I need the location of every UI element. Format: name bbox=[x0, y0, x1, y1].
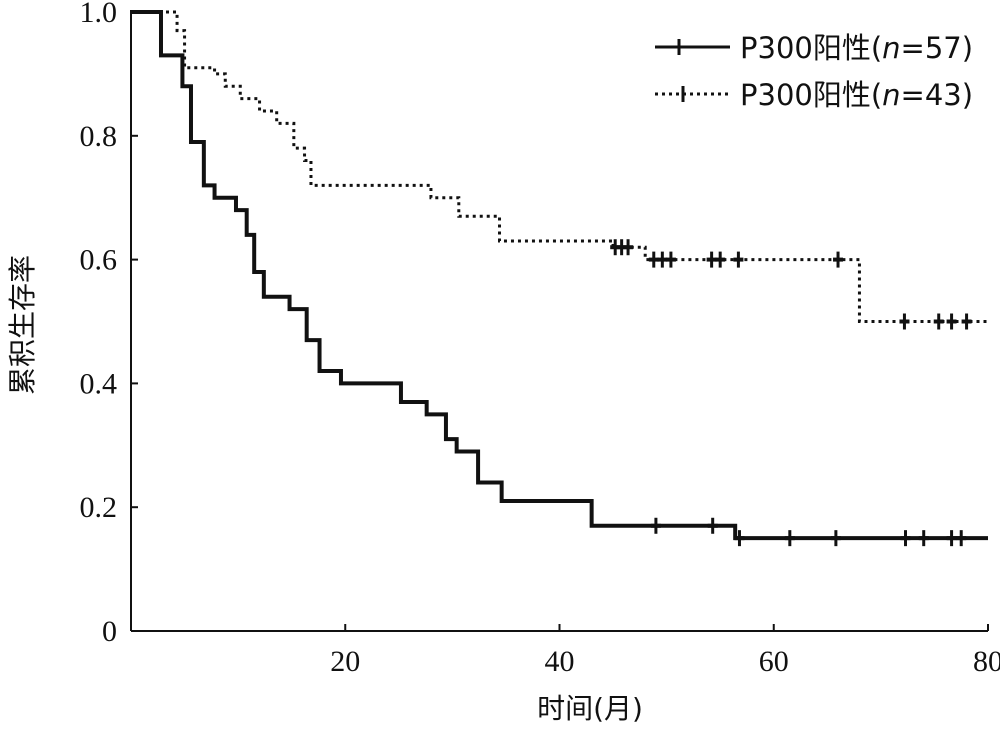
legend-label-2: P300阳性(n=43) bbox=[740, 78, 973, 112]
legend-item-1: P300阳性(n=57) bbox=[655, 31, 973, 65]
legend-label-2-italic: n bbox=[882, 78, 900, 112]
y-ticks: 0 0.2 0.4 0.6 0.8 1.0 bbox=[80, 0, 138, 648]
series-line-dotted bbox=[131, 10, 988, 323]
y-tick-label: 0.8 bbox=[80, 120, 118, 153]
y-tick-label: 0 bbox=[102, 615, 117, 648]
x-tick-label: 20 bbox=[330, 645, 360, 678]
series-line-solid bbox=[131, 10, 988, 541]
legend-label-2-prefix: P300阳性( bbox=[740, 78, 882, 112]
y-tick-label: 0.6 bbox=[80, 244, 118, 277]
legend-label-1: P300阳性(n=57) bbox=[740, 31, 973, 65]
y-tick-label: 0.4 bbox=[80, 367, 118, 400]
x-tick-label: 60 bbox=[759, 645, 789, 678]
x-ticks: 20 40 60 80 bbox=[330, 624, 1000, 678]
legend-label-1-prefix: P300阳性( bbox=[740, 31, 882, 65]
legend-label-1-suffix: =57) bbox=[901, 31, 974, 65]
x-tick-label: 40 bbox=[545, 645, 575, 678]
series-layer bbox=[131, 10, 988, 547]
legend-item-2: P300阳性(n=43) bbox=[655, 78, 973, 112]
y-tick-label: 0.2 bbox=[80, 491, 118, 524]
y-tick-label: 1.0 bbox=[80, 0, 118, 29]
legend: P300阳性(n=57) P300阳性(n=43) bbox=[655, 31, 973, 112]
legend-label-1-italic: n bbox=[882, 31, 900, 65]
legend-label-2-suffix: =43) bbox=[901, 78, 974, 112]
x-axis-title: 时间(月) bbox=[537, 692, 643, 725]
x-tick-label: 80 bbox=[973, 645, 1000, 678]
y-axis-title: 累积生存率 bbox=[6, 255, 39, 395]
